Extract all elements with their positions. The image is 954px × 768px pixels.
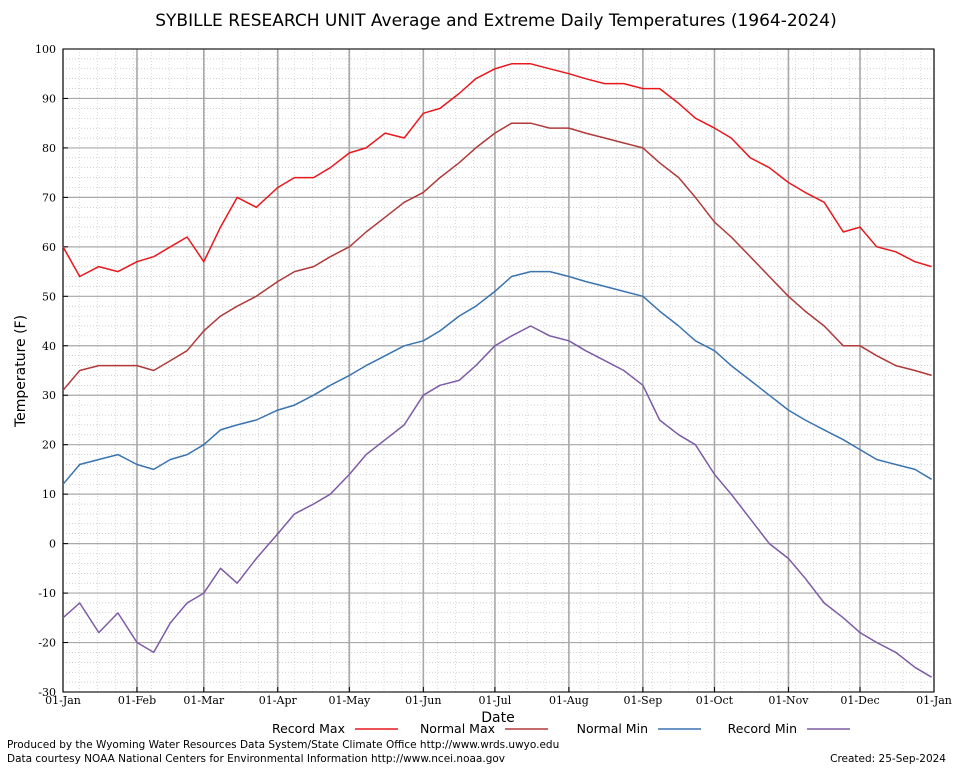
x-tick-label: 01-May xyxy=(328,694,371,707)
credit-data-source: Data courtesy NOAA National Centers for … xyxy=(7,753,506,765)
x-tick-label: 01-Jul xyxy=(479,694,512,707)
y-tick-label: 70 xyxy=(42,191,56,204)
y-tick-label: 100 xyxy=(35,43,56,56)
series-line-record-min xyxy=(62,325,932,678)
y-tick-label: 0 xyxy=(49,538,56,551)
series-line-normal-max xyxy=(62,122,932,391)
x-tick-label: 01-Jan xyxy=(45,694,81,707)
y-tick-label: 60 xyxy=(42,241,56,254)
x-tick-label: 01-Nov xyxy=(768,694,809,707)
y-tick-label: 80 xyxy=(42,142,56,155)
y-tick-label: -20 xyxy=(38,637,56,650)
y-tick-label: 50 xyxy=(42,290,56,303)
x-tick-label: 01-Sep xyxy=(623,694,662,707)
series-lines xyxy=(62,63,932,678)
chart-title: SYBILLE RESEARCH UNIT Average and Extrem… xyxy=(155,11,837,31)
y-tick-label: 30 xyxy=(42,389,56,402)
created-date: Created: 25-Sep-2024 xyxy=(830,753,946,765)
series-line-record-max xyxy=(62,63,932,278)
legend: Record Max Normal Max Normal Min Record Min xyxy=(272,721,850,736)
credit-producer: Produced by the Wyoming Water Resources … xyxy=(7,739,560,751)
x-tick-label: 01-Feb xyxy=(118,694,156,707)
grid xyxy=(62,48,935,693)
y-tick-label: 20 xyxy=(42,439,56,452)
x-tick-label: 01-Jan xyxy=(916,694,952,707)
y-tick-label: 40 xyxy=(42,340,56,353)
y-tick-label: 10 xyxy=(42,488,56,501)
x-tick-label: 01-Mar xyxy=(183,694,225,707)
y-axis-label: Temperature (F) xyxy=(13,315,29,428)
legend-label: Normal Min xyxy=(577,721,648,736)
x-axis-label: Date xyxy=(481,710,514,726)
x-tick-label: 01-Jun xyxy=(405,694,441,707)
x-tick-label: 01-Aug xyxy=(549,694,589,707)
x-tick-label: 01-Apr xyxy=(259,694,298,707)
y-tick-label: -30 xyxy=(38,686,56,699)
x-tick-label: 01-Dec xyxy=(840,694,879,707)
legend-label: Record Min xyxy=(728,721,797,736)
legend-label: Normal Max xyxy=(420,721,495,736)
y-tick-label: -10 xyxy=(38,587,56,600)
y-tick-label: 90 xyxy=(42,92,56,105)
legend-label: Record Max xyxy=(272,721,345,736)
x-tick-label: 01-Oct xyxy=(696,694,734,707)
plot-frame xyxy=(62,48,935,693)
series-line-normal-min xyxy=(62,270,932,485)
